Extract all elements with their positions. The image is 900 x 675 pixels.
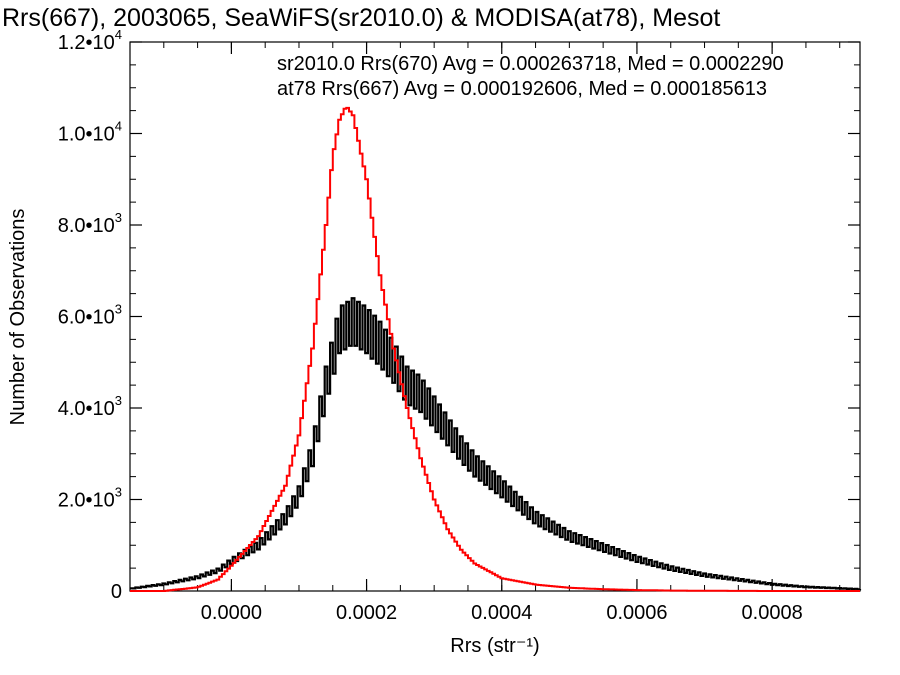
- series-line-seawifs: [130, 297, 862, 591]
- x-tick-label: 0.0002: [336, 602, 397, 624]
- x-tick-label: 0.0006: [606, 602, 667, 624]
- legend-entry-seawifs: sr2010.0 Rrs(670) Avg = 0.000263718, Med…: [277, 53, 784, 75]
- plot-frame: [129, 41, 861, 592]
- x-tick-label: 0.0004: [471, 602, 532, 624]
- series-layer: [130, 106, 862, 592]
- y-tick-label: 8.0•103: [58, 210, 122, 237]
- y-tick-label: 6.0•103: [58, 302, 122, 329]
- x-tick-label: 0.0008: [742, 602, 803, 624]
- y-tick-label: 2.0•103: [58, 485, 122, 512]
- y-tick-label: 1.2•104: [58, 27, 122, 54]
- y-tick-label: 4.0•103: [58, 393, 122, 420]
- chart-title: Rrs(667), 2003065, SeaWiFS(sr2010.0) & M…: [2, 4, 720, 32]
- y-axis-ticks: 0 2.0•103 4.0•103 6.0•103 8.0•103 1.0•104 1.2•…: [58, 27, 860, 603]
- series-line-modisa: [130, 106, 860, 592]
- y-tick-label: 1.0•104: [58, 119, 122, 146]
- x-tick-label: 0.0000: [201, 602, 262, 624]
- y-axis-label: Number of Observations: [7, 209, 29, 426]
- y-tick-label: 0: [111, 581, 122, 603]
- x-axis-label: Rrs (str⁻¹): [450, 635, 539, 657]
- legend-entry-modisa: at78 Rrs(667) Avg = 0.000192606, Med = 0…: [277, 78, 767, 100]
- x-axis-ticks: 0.0000 0.0002 0.0004 0.0006 0.0008: [129, 42, 841, 624]
